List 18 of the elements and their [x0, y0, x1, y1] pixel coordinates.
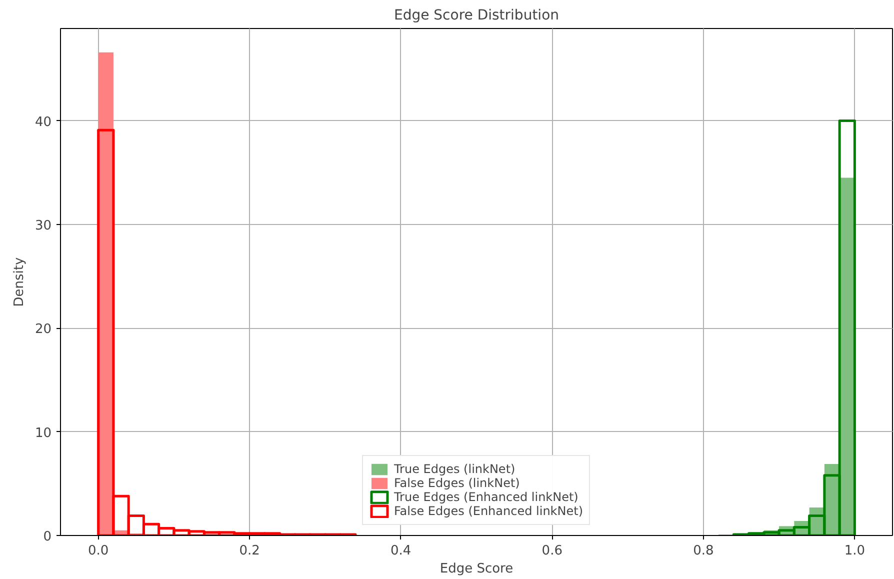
x-tick-label: 0.6 — [542, 544, 562, 558]
legend-label: True Edges (Enhanced linkNet) — [394, 490, 578, 504]
x-tick-label: 0.8 — [693, 544, 714, 558]
legend-label: False Edges (Enhanced linkNet) — [394, 504, 584, 518]
y-tick-label: 20 — [34, 322, 52, 338]
chart-title: Edge Score Distribution — [394, 8, 560, 24]
x-tick-label: 0.4 — [390, 544, 412, 558]
y-tick-label: 30 — [34, 218, 52, 234]
x-tick-label: 0.0 — [88, 544, 109, 558]
y-axis-title: Density — [12, 256, 27, 307]
y-tick-label: 0 — [43, 530, 52, 544]
y-tick-label: 10 — [34, 426, 52, 441]
y-tick-label: 40 — [34, 114, 52, 130]
x-tick-label: 0.2 — [239, 544, 260, 558]
legend-label: False Edges (linkNet) — [394, 476, 520, 490]
x-axis-title: Edge Score — [440, 562, 514, 576]
legend-label: True Edges (linkNet) — [394, 462, 516, 476]
x-tick-label: 1.0 — [844, 544, 866, 558]
